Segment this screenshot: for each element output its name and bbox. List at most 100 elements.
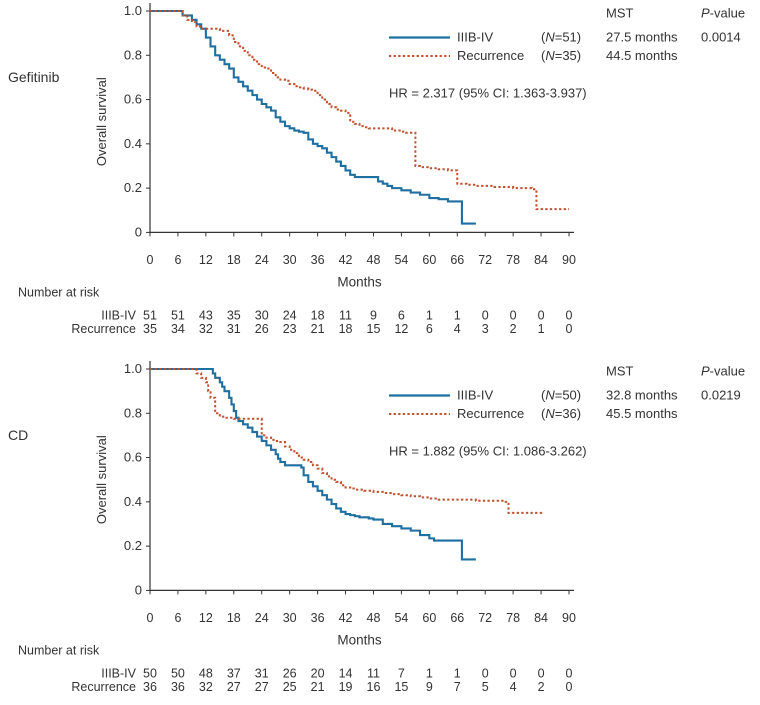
svg-text:3: 3 [482,322,489,336]
svg-text:0.6: 0.6 [124,450,142,465]
svg-text:1: 1 [426,666,433,680]
svg-text:0: 0 [510,308,517,322]
svg-text:0: 0 [538,666,545,680]
svg-text:34: 34 [171,322,185,336]
svg-text:54: 54 [394,253,408,267]
svg-text:31: 31 [227,322,241,336]
svg-text:31: 31 [255,666,269,680]
svg-text:78: 78 [506,253,520,267]
svg-text:Number at risk: Number at risk [18,644,100,658]
svg-text:IIIB-IV: IIIB-IV [457,388,493,403]
svg-text:0: 0 [135,582,142,597]
svg-text:Number at risk: Number at risk [18,286,100,300]
svg-text:24: 24 [255,611,269,625]
svg-text:9: 9 [426,680,433,694]
svg-text:36: 36 [143,680,157,694]
svg-text:0: 0 [135,224,142,239]
svg-text:0.8: 0.8 [124,405,142,420]
svg-text:66: 66 [450,253,464,267]
svg-text:36: 36 [171,680,185,694]
svg-text:Overall survival: Overall survival [94,77,109,166]
svg-text:4: 4 [510,680,517,694]
svg-text:(N=50): (N=50) [541,388,581,403]
svg-text:(N=35): (N=35) [541,48,581,63]
svg-text:6: 6 [426,322,433,336]
svg-text:1.0: 1.0 [124,3,142,18]
svg-text:0.0219: 0.0219 [701,388,741,403]
svg-text:32: 32 [199,680,213,694]
svg-text:37: 37 [227,666,241,680]
svg-text:0: 0 [482,308,489,322]
svg-text:36: 36 [311,253,325,267]
svg-text:P-value: P-value [701,364,745,379]
svg-text:23: 23 [283,322,297,336]
svg-text:90: 90 [562,611,576,625]
svg-text:0.8: 0.8 [124,47,142,62]
svg-text:48: 48 [367,253,381,267]
svg-text:42: 42 [339,611,353,625]
svg-text:18: 18 [227,253,241,267]
svg-text:0.0014: 0.0014 [701,30,741,45]
svg-text:21: 21 [311,680,325,694]
svg-text:2: 2 [510,322,517,336]
svg-text:44.5 months: 44.5 months [606,48,678,63]
svg-text:78: 78 [506,611,520,625]
svg-text:27: 27 [255,680,269,694]
svg-text:50: 50 [171,666,185,680]
svg-text:1.0: 1.0 [124,361,142,376]
svg-text:0: 0 [566,308,573,322]
svg-text:9: 9 [370,308,377,322]
svg-text:MST: MST [606,364,634,379]
svg-text:36: 36 [311,611,325,625]
svg-text:0.4: 0.4 [124,136,142,151]
svg-text:30: 30 [283,253,297,267]
svg-text:Recurrence: Recurrence [457,48,524,63]
svg-text:51: 51 [143,308,157,322]
svg-text:IIIB-IV: IIIB-IV [101,666,136,680]
svg-text:15: 15 [367,322,381,336]
svg-text:(N=51): (N=51) [541,30,581,45]
svg-text:48: 48 [199,666,213,680]
svg-text:30: 30 [255,308,269,322]
svg-text:51: 51 [171,308,185,322]
svg-text:0.2: 0.2 [124,180,142,195]
svg-text:0: 0 [482,666,489,680]
svg-text:6: 6 [174,253,181,267]
svg-text:4: 4 [454,322,461,336]
svg-text:0: 0 [538,308,545,322]
svg-text:Months: Months [337,633,382,648]
svg-text:27: 27 [227,680,241,694]
svg-text:35: 35 [227,308,241,322]
svg-text:90: 90 [562,253,576,267]
svg-text:12: 12 [199,611,213,625]
svg-text:20: 20 [311,666,325,680]
svg-text:25: 25 [283,680,297,694]
svg-text:6: 6 [398,308,405,322]
svg-text:11: 11 [339,308,352,322]
svg-text:0.4: 0.4 [124,494,142,509]
svg-text:15: 15 [394,680,408,694]
svg-text:35: 35 [143,322,157,336]
svg-text:27.5 months: 27.5 months [606,30,678,45]
svg-text:1: 1 [454,308,461,322]
svg-text:Recurrence: Recurrence [71,680,136,694]
svg-text:12: 12 [199,253,213,267]
svg-text:1: 1 [426,308,433,322]
svg-text:60: 60 [422,611,436,625]
svg-text:Overall survival: Overall survival [94,435,109,524]
svg-text:66: 66 [450,611,464,625]
svg-text:CD: CD [8,427,28,443]
svg-text:18: 18 [339,322,353,336]
svg-text:7: 7 [454,680,461,694]
svg-text:(N=36): (N=36) [541,406,581,421]
svg-text:Recurrence: Recurrence [71,322,136,336]
svg-text:21: 21 [311,322,325,336]
svg-text:7: 7 [398,666,405,680]
svg-text:0: 0 [566,322,573,336]
svg-text:14: 14 [339,666,353,680]
svg-text:MST: MST [606,6,634,21]
svg-text:84: 84 [534,611,548,625]
svg-text:16: 16 [367,680,381,694]
svg-text:1: 1 [454,666,461,680]
svg-text:30: 30 [283,611,297,625]
